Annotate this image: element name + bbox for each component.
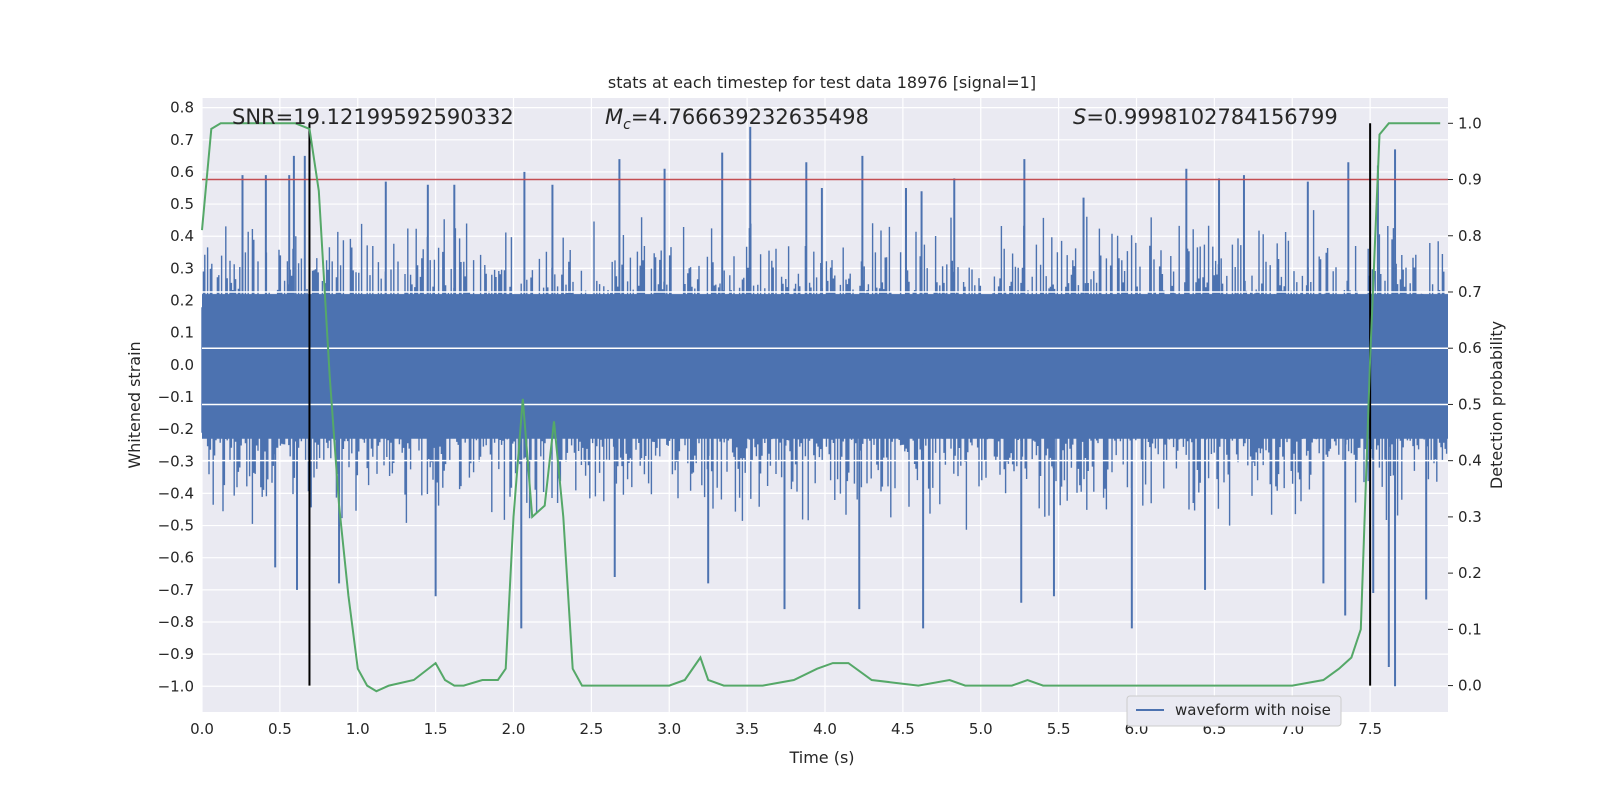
vertical-markers xyxy=(308,123,1372,686)
y-tick-label: −0.5 xyxy=(158,517,194,535)
y-tick-label: −0.9 xyxy=(158,645,194,663)
x-tick-label: 4.5 xyxy=(891,720,915,738)
x-tick-label: 7.5 xyxy=(1358,720,1382,738)
x-axis-label: Time (s) xyxy=(788,748,854,767)
y-tick-label: −0.3 xyxy=(158,452,194,470)
y2-tick-label: 1.0 xyxy=(1458,114,1482,132)
y-tick-label: 0.4 xyxy=(170,227,194,245)
y-tick-label: −0.2 xyxy=(158,420,194,438)
y-tick-label: −1.0 xyxy=(158,677,194,695)
chirp-mass-value: =4.766639232635498 xyxy=(631,105,869,129)
waveform-core-band xyxy=(202,294,1448,439)
s-symbol: S xyxy=(1073,105,1086,129)
y2-axis-label: Detection probability xyxy=(1487,321,1506,489)
chirp-mass-symbol: M xyxy=(605,105,623,129)
x-tick-label: 0.5 xyxy=(268,720,292,738)
x-tick-label: 2.0 xyxy=(502,720,526,738)
y2-tick-label: 0.8 xyxy=(1458,227,1482,245)
x-tick-label: 5.0 xyxy=(969,720,993,738)
y-tick-label: 0.7 xyxy=(170,131,194,149)
y-tick-labels: 0.8 0.7 0.6 0.5 0.4 0.3 0.2 0.1 0.0 −0.1 −0.2 −0.3 −… xyxy=(158,99,194,696)
y2-tick-label: 0.9 xyxy=(1458,171,1482,189)
y2-tick-label: 0.3 xyxy=(1458,508,1482,526)
x-tick-label: 0.0 xyxy=(190,720,214,738)
s-value: =0.9998102784156799 xyxy=(1086,105,1337,129)
legend-box xyxy=(1126,695,1342,727)
y-tick-label: −0.4 xyxy=(158,484,194,502)
snr-annotation: SNR=19.12199592590332 xyxy=(232,105,514,129)
y2-tick-label: 0.1 xyxy=(1458,620,1482,638)
y2-tick-label: 0.0 xyxy=(1458,677,1482,695)
x-tick-label: 3.0 xyxy=(657,720,681,738)
y-tick-label: −0.6 xyxy=(158,549,194,567)
legend: waveform with noise xyxy=(1126,695,1342,727)
x-tick-label: 1.0 xyxy=(346,720,370,738)
y-tick-label: 0.3 xyxy=(170,259,194,277)
y-tick-label: 0.2 xyxy=(170,292,194,310)
y-axis-label: Whitened strain xyxy=(125,341,144,468)
y-tick-label: 0.8 xyxy=(170,99,194,117)
y-tick-label: 0.1 xyxy=(170,324,194,342)
y2-tick-label: 0.5 xyxy=(1458,395,1482,413)
x-tick-label: 5.5 xyxy=(1047,720,1071,738)
y2-tick-label: 0.2 xyxy=(1458,564,1482,582)
x-tick-label: 1.5 xyxy=(424,720,448,738)
x-tick-label: 4.0 xyxy=(813,720,837,738)
chart-title: stats at each timestep for test data 189… xyxy=(608,73,1036,92)
y2-tick-label: 0.4 xyxy=(1458,452,1482,470)
waveform-series xyxy=(201,126,1448,687)
y2-tick-label: 0.6 xyxy=(1458,339,1482,357)
probability-series xyxy=(201,122,1441,693)
legend-waveform-label: waveform with noise xyxy=(1175,701,1331,719)
y2-tick-label: 0.7 xyxy=(1458,283,1482,301)
y-tick-label: −0.7 xyxy=(158,581,194,599)
probability-line xyxy=(201,122,1441,693)
y-tick-label: 0.6 xyxy=(170,163,194,181)
y-tick-label: 0.0 xyxy=(170,356,194,374)
s-annotation: S=0.9998102784156799 xyxy=(1073,105,1338,129)
x-tick-label: 2.5 xyxy=(579,720,603,738)
chirp-mass-subscript: c xyxy=(623,117,631,133)
x-tick-label: 3.5 xyxy=(735,720,759,738)
y2-tick-labels: 1.0 0.9 0.8 0.7 0.6 0.5 0.4 0.3 0.2 0.1 0.0 xyxy=(1448,114,1482,695)
y-tick-label: −0.8 xyxy=(158,613,194,631)
y-tick-label: 0.5 xyxy=(170,195,194,213)
chirp-mass-annotation: Mc=4.766639232635498 xyxy=(605,105,869,133)
y-tick-label: −0.1 xyxy=(158,388,194,406)
